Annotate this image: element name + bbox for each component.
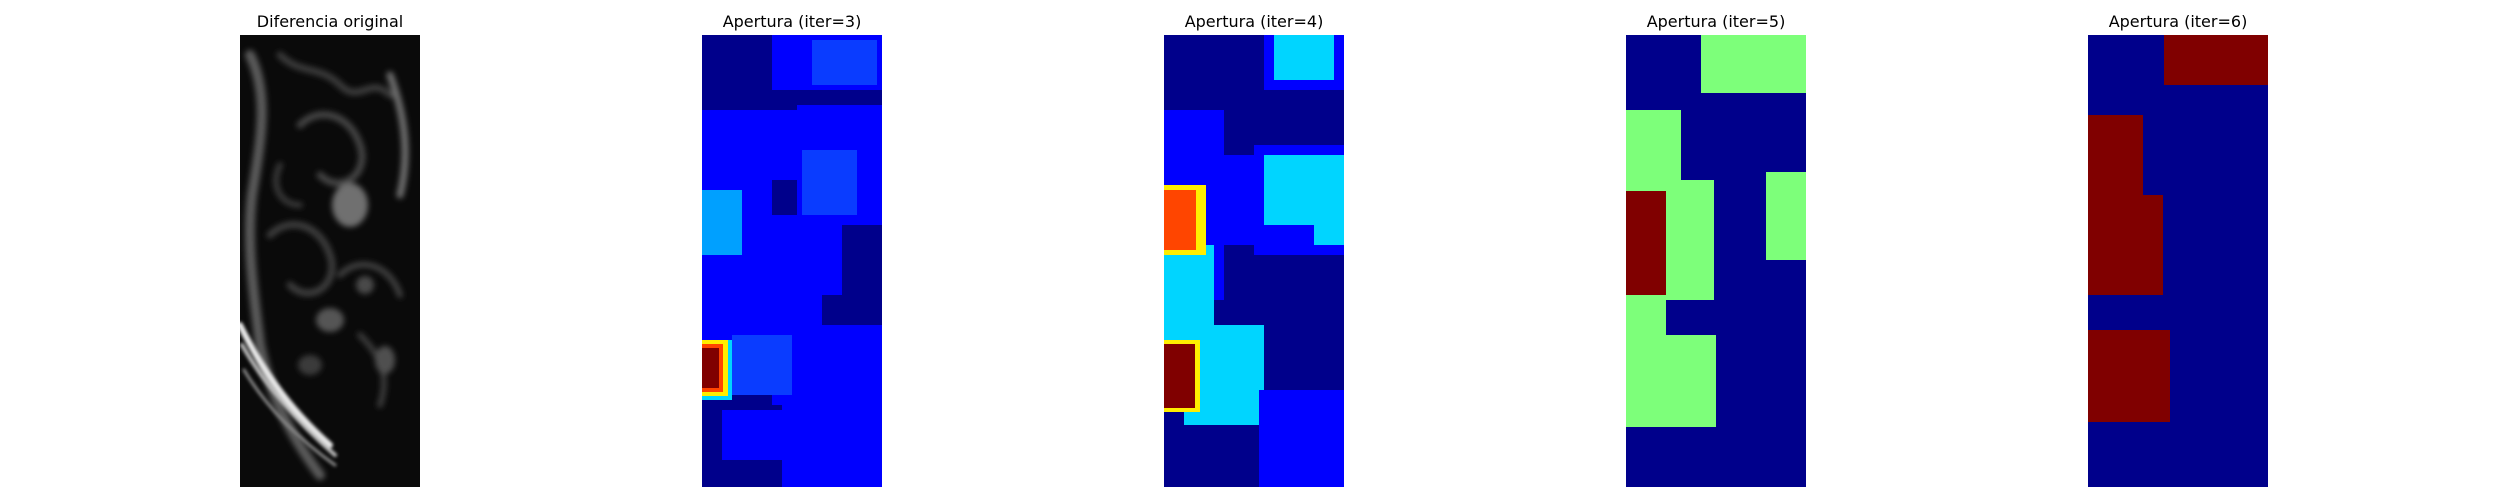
panel-title-iter4: Apertura (iter=4) xyxy=(1184,12,1324,31)
opening-iter6-svg xyxy=(2088,35,2268,487)
region-dark-red xyxy=(1626,191,1666,295)
region-green xyxy=(1701,35,1806,93)
opening-iter6-image xyxy=(2088,35,2268,487)
original-difference-svg xyxy=(240,35,420,487)
region-dark-red xyxy=(702,348,719,388)
opening-iter3-image xyxy=(702,35,882,487)
opening-iter3-svg xyxy=(702,35,882,487)
panel-title-iter3: Apertura (iter=3) xyxy=(722,12,862,31)
opening-iter5-svg xyxy=(1626,35,1806,487)
opening-iter4-svg xyxy=(1164,35,1344,487)
panel-title-original: Diferencia original xyxy=(256,12,404,31)
panel-title-iter6: Apertura (iter=6) xyxy=(2108,12,2248,31)
opening-iter5-image xyxy=(1626,35,1806,487)
original-difference-image xyxy=(240,35,420,487)
region-blue xyxy=(702,110,802,180)
region-blue xyxy=(1259,390,1344,487)
region-blue xyxy=(722,410,802,460)
region-green xyxy=(1626,335,1716,427)
panel-title-iter5: Apertura (iter=5) xyxy=(1646,12,1786,31)
region-dark-red xyxy=(2088,330,2170,422)
opening-iter4-image xyxy=(1164,35,1344,487)
original-bright-ridge xyxy=(240,322,337,467)
region-orange xyxy=(1164,190,1196,250)
region-cyan xyxy=(1274,35,1334,80)
region-mid-blue xyxy=(812,40,877,85)
region-dark-red xyxy=(1164,344,1195,408)
region-mid-blue xyxy=(732,335,792,395)
region-dark-red xyxy=(2088,195,2163,295)
region-light-blue xyxy=(702,190,742,255)
region-green xyxy=(1766,172,1806,260)
region-mid-blue xyxy=(802,150,857,215)
region-dark-red xyxy=(2164,35,2268,85)
original-texture xyxy=(244,50,409,480)
region-dark-red xyxy=(2088,115,2143,210)
region-cyan xyxy=(1314,175,1344,245)
